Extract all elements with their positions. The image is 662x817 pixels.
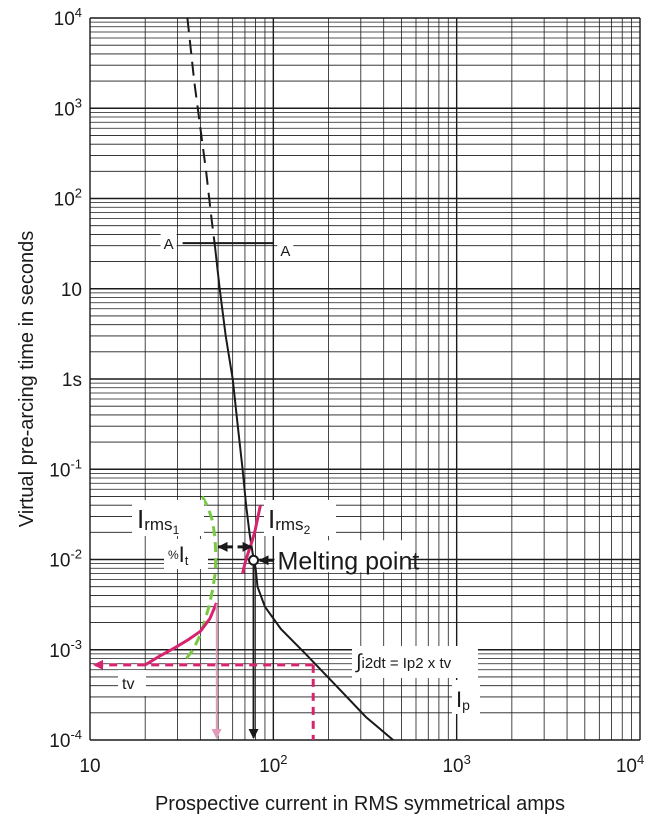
integral-label: ∫i2dt = Ip2 x tv <box>355 651 452 673</box>
series-line-2 <box>185 495 218 660</box>
log-grid <box>89 17 641 741</box>
series-line-4 <box>144 602 218 667</box>
y-tick-label: 103 <box>54 95 82 120</box>
irms1-label: Irms1 <box>137 504 180 537</box>
tv-label: tv <box>122 676 134 693</box>
label-bg <box>277 240 294 261</box>
melting-point-label: Melting point <box>278 547 420 575</box>
annotations: A A Melting point Irms1 Irms2 %It ∫i2dt = Ip2 … <box>93 233 480 740</box>
series-line-1 <box>213 245 394 741</box>
y-tick-label: 102 <box>54 186 82 211</box>
x-tick-label: 104 <box>616 752 644 777</box>
x-tick-label: 103 <box>442 752 470 777</box>
y-tick-label: 10-2 <box>49 547 82 572</box>
label-bg <box>132 500 204 536</box>
a-label-left: A <box>164 236 174 253</box>
y-tick-label: 10-4 <box>49 727 82 752</box>
series-line-0 <box>186 17 216 246</box>
ip-label: Ip <box>456 687 470 713</box>
label-bg <box>352 646 478 678</box>
x-tick-label: 102 <box>259 752 287 777</box>
label-bg <box>118 670 146 696</box>
y-tick-label: 10-3 <box>49 637 82 662</box>
label-bg <box>274 540 409 573</box>
y-tick-label: 104 <box>54 5 82 30</box>
y-tick-label: 10-1 <box>49 456 82 481</box>
y-axis-label: Virtual pre-arcing time in seconds <box>16 231 38 527</box>
pct-it-label: %It <box>168 542 189 568</box>
melting-point-marker <box>248 554 260 566</box>
y-tick-label: 1s <box>62 370 82 391</box>
irms2-label: Irms2 <box>268 504 311 537</box>
tick-labels: 10 102 103 104 104 103 102 10 1s 10-1 10-2 10-3 10-4 <box>49 5 644 777</box>
label-bg <box>452 680 480 714</box>
label-bg <box>164 539 208 569</box>
x-axis-label: Prospective current in RMS symmetrical a… <box>155 793 565 815</box>
label-bg <box>264 500 336 536</box>
y-tick-label: 10 <box>61 280 82 301</box>
a-label-right: A <box>280 243 290 260</box>
label-bg <box>160 233 177 252</box>
x-tick-label: 10 <box>79 756 100 777</box>
